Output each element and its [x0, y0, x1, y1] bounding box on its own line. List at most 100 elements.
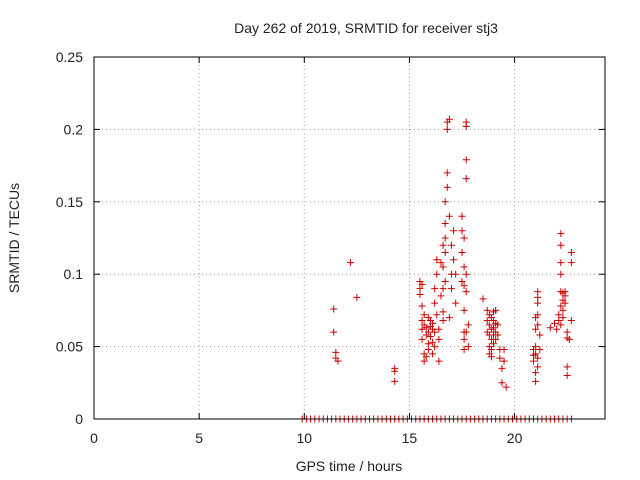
data-point [443, 183, 451, 191]
data-point [452, 299, 460, 307]
data-point [534, 299, 542, 307]
data-point [460, 335, 468, 343]
data-point [532, 343, 540, 351]
data-point [447, 285, 455, 293]
data-point [492, 306, 500, 314]
data-point [559, 314, 567, 322]
data-point [494, 321, 502, 329]
data-point [418, 280, 426, 288]
data-point [460, 263, 468, 271]
data-point [450, 256, 458, 264]
data-point [532, 325, 540, 333]
x-tick-label: 5 [195, 430, 203, 446]
data-point [490, 340, 498, 348]
data-point [561, 292, 569, 300]
data-point [431, 285, 439, 293]
data-point [494, 331, 502, 339]
data-point [418, 335, 426, 343]
data-point [353, 293, 361, 301]
data-point [464, 343, 472, 351]
data-point [452, 270, 460, 278]
data-point [458, 212, 466, 220]
data-point [445, 212, 453, 220]
data-point [479, 295, 487, 303]
y-tick-label: 0.15 [56, 194, 83, 210]
data-point [422, 353, 430, 361]
data-point [532, 377, 540, 385]
data-point [391, 377, 399, 385]
data-point [416, 290, 424, 298]
data-point [460, 234, 468, 242]
data-point [536, 331, 544, 339]
data-point [462, 123, 470, 131]
data-point [464, 321, 472, 329]
data-point [460, 345, 468, 353]
data-point [443, 169, 451, 177]
data-point [435, 325, 443, 333]
data-points [298, 115, 575, 423]
x-tick-label: 15 [402, 430, 418, 446]
data-point [546, 324, 554, 332]
data-point [500, 345, 508, 353]
data-point [498, 364, 506, 372]
data-point [441, 234, 449, 242]
data-point [418, 302, 426, 310]
data-point [431, 328, 439, 336]
data-point [483, 317, 491, 325]
data-point [536, 345, 544, 353]
data-point [445, 115, 453, 123]
data-point [567, 259, 575, 267]
data-point [450, 227, 458, 235]
data-point [487, 353, 495, 361]
data-point [462, 288, 470, 296]
data-point [458, 277, 466, 285]
data-point [439, 241, 447, 249]
data-point [561, 299, 569, 307]
data-point [563, 363, 571, 371]
data-point [567, 248, 575, 256]
data-point [431, 299, 439, 307]
data-point [490, 324, 498, 332]
data-point [426, 332, 434, 340]
x-tick-label: 20 [507, 430, 523, 446]
data-point [532, 369, 540, 377]
data-point [334, 357, 342, 365]
y-tick-label: 0.2 [64, 121, 84, 137]
chart-title: Day 262 of 2019, SRMTID for receiver stj… [234, 20, 498, 36]
data-point [530, 357, 538, 365]
data-point [424, 345, 432, 353]
data-point [433, 270, 441, 278]
data-point [496, 354, 504, 362]
data-point [347, 259, 355, 267]
data-point [458, 227, 466, 235]
data-point [557, 241, 565, 249]
y-axis-label: SRMTID / TECUs [6, 183, 22, 293]
data-point [565, 335, 573, 343]
data-point [498, 379, 506, 387]
data-point [557, 270, 565, 278]
data-point [330, 305, 338, 313]
data-point [553, 325, 561, 333]
data-point [532, 350, 540, 358]
data-point [462, 175, 470, 183]
data-point [439, 308, 447, 316]
data-point [460, 306, 468, 314]
data-point [439, 317, 447, 325]
data-point [433, 311, 441, 319]
data-point [462, 156, 470, 164]
data-point [445, 314, 453, 322]
data-point [429, 350, 437, 358]
data-point [483, 306, 491, 314]
data-point [557, 302, 565, 310]
data-point [534, 321, 542, 329]
data-point [435, 357, 443, 365]
grid-lines [94, 57, 605, 419]
data-point [424, 328, 432, 336]
data-point [437, 292, 445, 300]
data-point [462, 270, 470, 278]
data-point [559, 306, 567, 314]
data-point [429, 338, 437, 346]
data-point [567, 317, 575, 325]
data-point [557, 321, 565, 329]
